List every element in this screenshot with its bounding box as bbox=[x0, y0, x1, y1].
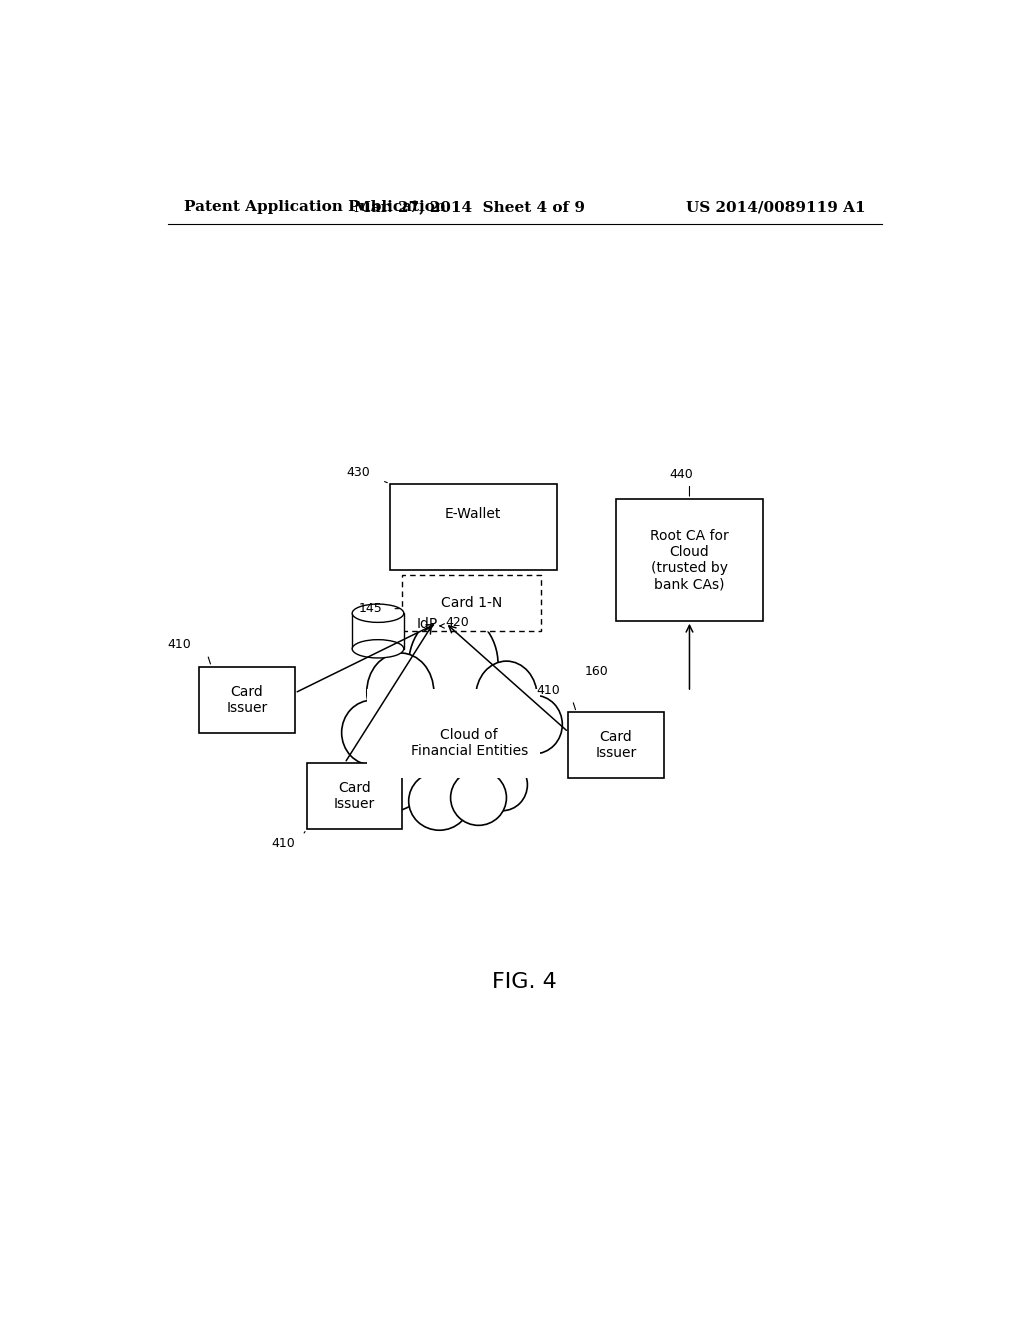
Text: Card
Issuer: Card Issuer bbox=[226, 685, 267, 714]
Text: 410: 410 bbox=[537, 684, 560, 697]
Ellipse shape bbox=[507, 696, 562, 754]
Text: 160: 160 bbox=[585, 665, 608, 678]
Text: 440: 440 bbox=[670, 467, 693, 480]
Ellipse shape bbox=[367, 752, 423, 810]
Bar bbox=[568, 713, 664, 779]
Ellipse shape bbox=[352, 605, 403, 623]
Ellipse shape bbox=[477, 759, 527, 810]
Text: IdP: IdP bbox=[416, 616, 437, 631]
Bar bbox=[352, 614, 403, 649]
Text: 410: 410 bbox=[168, 639, 191, 651]
Text: 145: 145 bbox=[358, 602, 382, 615]
Text: FIG. 4: FIG. 4 bbox=[493, 972, 557, 991]
Bar bbox=[616, 499, 763, 620]
Ellipse shape bbox=[409, 612, 498, 717]
Ellipse shape bbox=[451, 770, 507, 825]
Bar bbox=[367, 689, 540, 779]
Text: E-Wallet: E-Wallet bbox=[445, 507, 502, 521]
Text: Patent Application Publication: Patent Application Publication bbox=[183, 201, 445, 214]
Bar bbox=[390, 483, 557, 570]
Ellipse shape bbox=[352, 640, 403, 657]
Bar bbox=[200, 667, 295, 733]
Text: 410: 410 bbox=[271, 837, 295, 850]
Bar bbox=[401, 576, 541, 631]
Text: Card
Issuer: Card Issuer bbox=[334, 781, 375, 812]
Text: Root CA for
Cloud
(trusted by
bank CAs): Root CA for Cloud (trusted by bank CAs) bbox=[650, 528, 729, 591]
Text: Cloud of
Financial Entities: Cloud of Financial Entities bbox=[411, 727, 528, 758]
Bar bbox=[306, 763, 401, 829]
Text: Mar. 27, 2014  Sheet 4 of 9: Mar. 27, 2014 Sheet 4 of 9 bbox=[353, 201, 585, 214]
Ellipse shape bbox=[342, 700, 403, 766]
Text: US 2014/0089119 A1: US 2014/0089119 A1 bbox=[686, 201, 866, 214]
Ellipse shape bbox=[409, 772, 470, 830]
Text: Card 1-N: Card 1-N bbox=[440, 597, 502, 610]
Text: Card
Issuer: Card Issuer bbox=[595, 730, 637, 760]
Ellipse shape bbox=[367, 653, 434, 731]
Text: 430: 430 bbox=[346, 466, 370, 479]
Text: 420: 420 bbox=[445, 616, 469, 630]
Ellipse shape bbox=[476, 661, 538, 733]
